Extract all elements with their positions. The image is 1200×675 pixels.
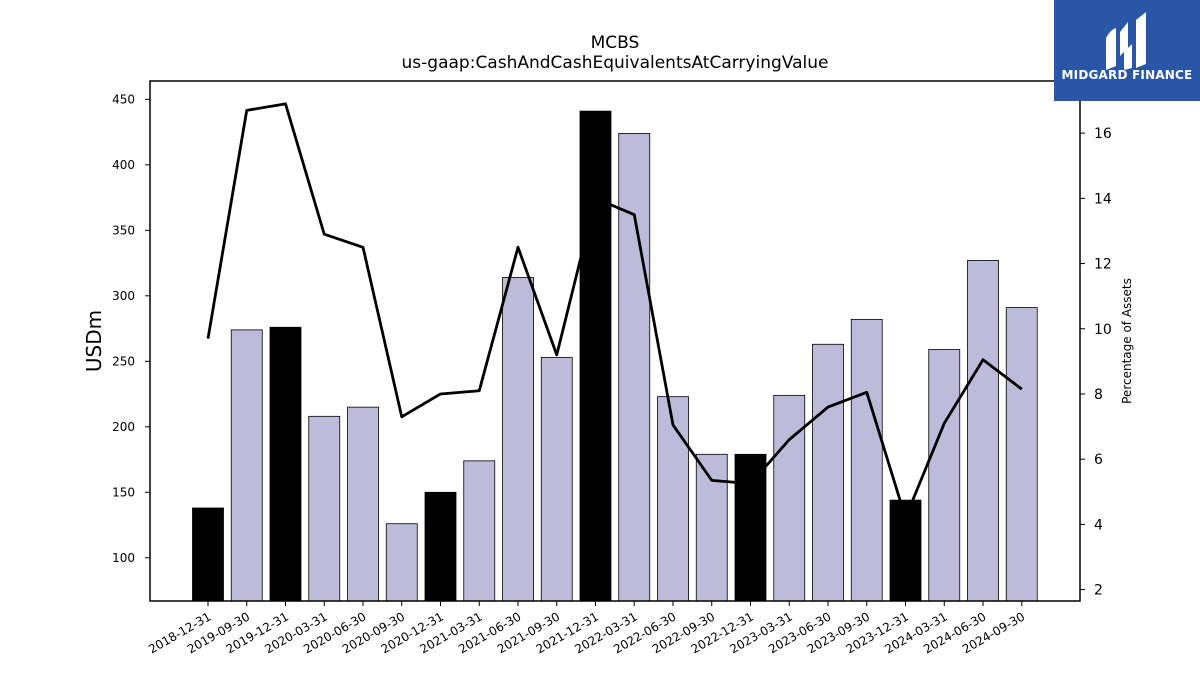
y2-tick-label: 14 [1094,191,1112,207]
y-tick-label: 100 [112,551,135,565]
bar-2021-09-30 [540,356,573,602]
bar-2024-09-30 [1005,307,1038,602]
brand-name: MIDGARD FINANCE [1061,68,1193,82]
bar-2022-12-31 [734,453,767,602]
bar-2022-06-30 [657,396,689,602]
bar-2018-12-31 [192,507,224,602]
midgard-logo-icon [1106,12,1146,70]
y2-tick-label: 4 [1094,517,1103,533]
y-tick-label: 350 [112,223,135,237]
y2-tick-label: 10 [1094,322,1112,338]
bars-layer [192,110,1038,602]
y-axis-label: USDm [82,310,106,372]
percentage-line [206,102,1023,520]
bar-2020-09-30 [385,523,418,602]
y2-axis-label: Percentage of Assets [1120,278,1134,404]
bar-2020-12-31 [424,491,457,602]
brand-logo: MIDGARD FINANCE [1054,0,1200,101]
bar-2021-12-31 [579,110,612,602]
y-tick-label: 450 [112,92,135,106]
y2-tick-label: 8 [1094,387,1103,403]
x-axis: 2018-12-312019-09-302019-12-312020-03-31… [146,601,1027,656]
bar-2024-03-31 [928,349,961,602]
y2-tick-label: 6 [1094,452,1103,468]
bar-2024-06-30 [967,260,999,602]
y2-tick-label: 2 [1094,583,1103,599]
chart-title: MCBS [591,33,640,53]
plot-frame [149,80,1081,602]
bar-2019-09-30 [230,329,263,602]
bar-2021-06-30 [502,277,534,602]
y-tick-label: 200 [112,420,135,434]
y2-tick-label: 12 [1094,257,1112,273]
bar-2023-06-30 [812,343,844,602]
bar-2020-03-31 [308,415,341,602]
bar-2020-06-30 [347,406,379,602]
bar-2022-03-31 [618,132,651,602]
bar-2022-09-30 [695,453,728,602]
bar-2019-12-31 [269,326,302,602]
bar-2023-09-30 [850,318,883,602]
y-tick-label: 300 [112,289,135,303]
bar-2021-03-31 [463,460,496,602]
y-tick-label: 150 [112,485,135,499]
y-tick-label: 250 [112,354,135,368]
y-tick-label: 400 [112,158,135,172]
right-axis: 2 4 6 8 10 12 14 16 [1080,126,1112,599]
left-axis: 100 150 200 250 300 350 400 450 [112,92,150,565]
chart-subtitle: us-gaap:CashAndCashEquivalentsAtCarrying… [402,53,829,73]
y2-tick-label: 16 [1094,126,1112,142]
bar-2023-03-31 [773,394,806,602]
line-layer [206,102,1023,520]
